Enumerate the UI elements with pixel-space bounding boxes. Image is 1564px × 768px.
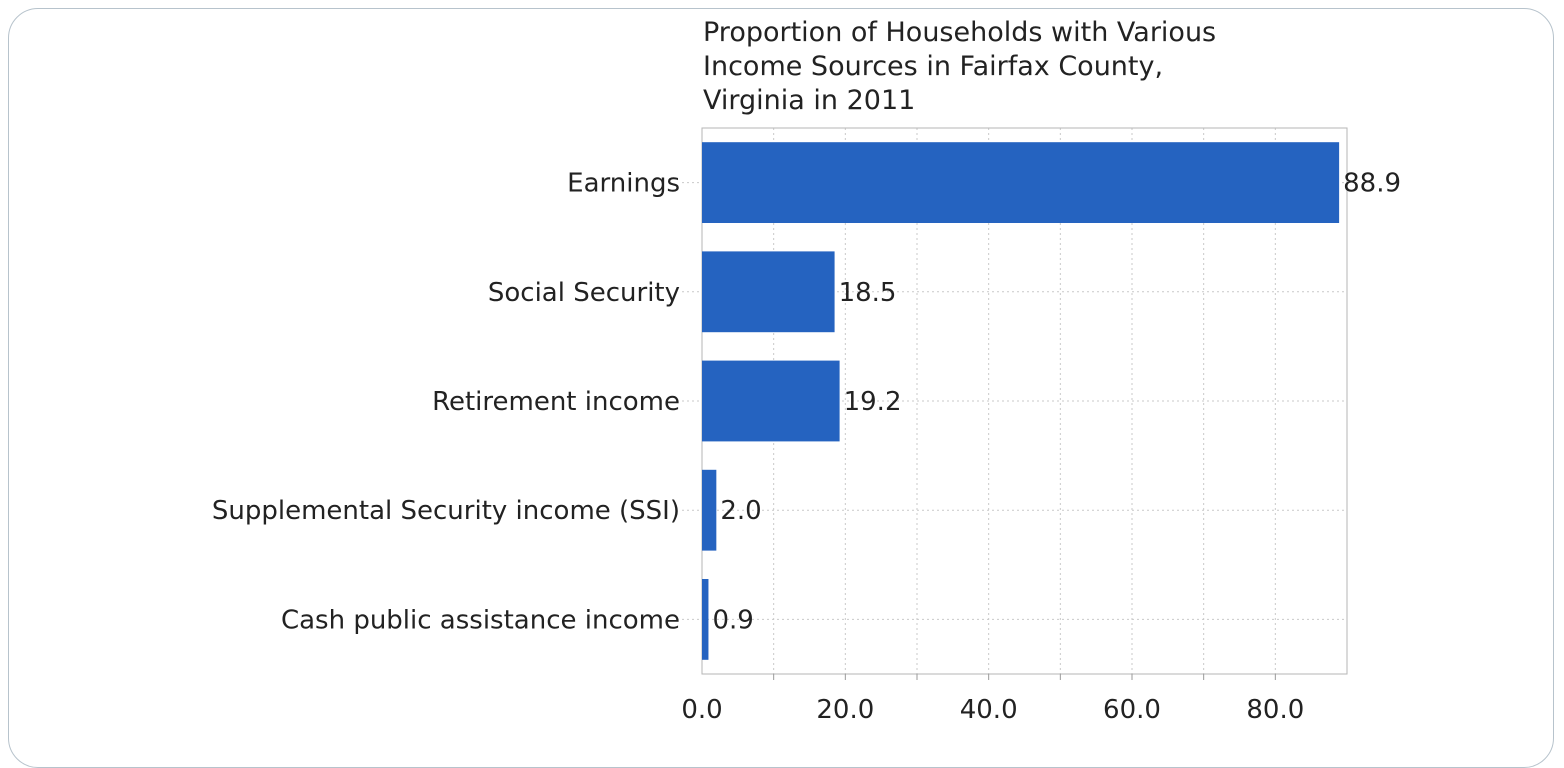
value-labels: 88.9 18.5 19.2 2.0 0.9 bbox=[712, 169, 1401, 636]
category-label-3: Supplemental Security income (SSI) bbox=[212, 496, 680, 526]
bar-1 bbox=[702, 251, 835, 333]
category-label-0: Earnings bbox=[567, 169, 680, 199]
chart-title: Proportion of Households with VariousInc… bbox=[703, 17, 1216, 116]
x-tick-label-2: 40.0 bbox=[960, 695, 1018, 725]
bar-3 bbox=[702, 469, 717, 551]
x-axis-ticks: 0.0 20.0 40.0 60.0 80.0 bbox=[681, 674, 1304, 725]
x-tick-label-1: 20.0 bbox=[816, 695, 874, 725]
bar-4 bbox=[702, 578, 709, 660]
bars bbox=[702, 142, 1340, 660]
x-tick-label-0: 0.0 bbox=[681, 695, 722, 725]
chart-title-line-2: Income Sources in Fairfax County, bbox=[703, 51, 1163, 82]
chart-title-line-1: Proportion of Households with Various bbox=[703, 17, 1216, 48]
bar-2 bbox=[702, 360, 840, 442]
category-label-4: Cash public assistance income bbox=[281, 605, 680, 635]
x-tick-label-4: 80.0 bbox=[1246, 695, 1304, 725]
value-label-1: 18.5 bbox=[839, 278, 897, 308]
value-label-4: 0.9 bbox=[712, 605, 753, 635]
bar-0 bbox=[702, 142, 1340, 224]
category-label-1: Social Security bbox=[488, 278, 680, 308]
category-label-2: Retirement income bbox=[432, 387, 680, 417]
value-label-3: 2.0 bbox=[720, 496, 761, 526]
chart-title-line-3: Virginia in 2011 bbox=[703, 85, 915, 116]
value-label-0: 88.9 bbox=[1343, 169, 1401, 199]
value-label-2: 19.2 bbox=[844, 387, 902, 417]
income-sources-bar-chart: Proportion of Households with VariousInc… bbox=[212, 17, 1401, 725]
x-tick-label-3: 60.0 bbox=[1103, 695, 1161, 725]
category-labels: Earnings Social Security Retirement income… bbox=[212, 169, 680, 636]
